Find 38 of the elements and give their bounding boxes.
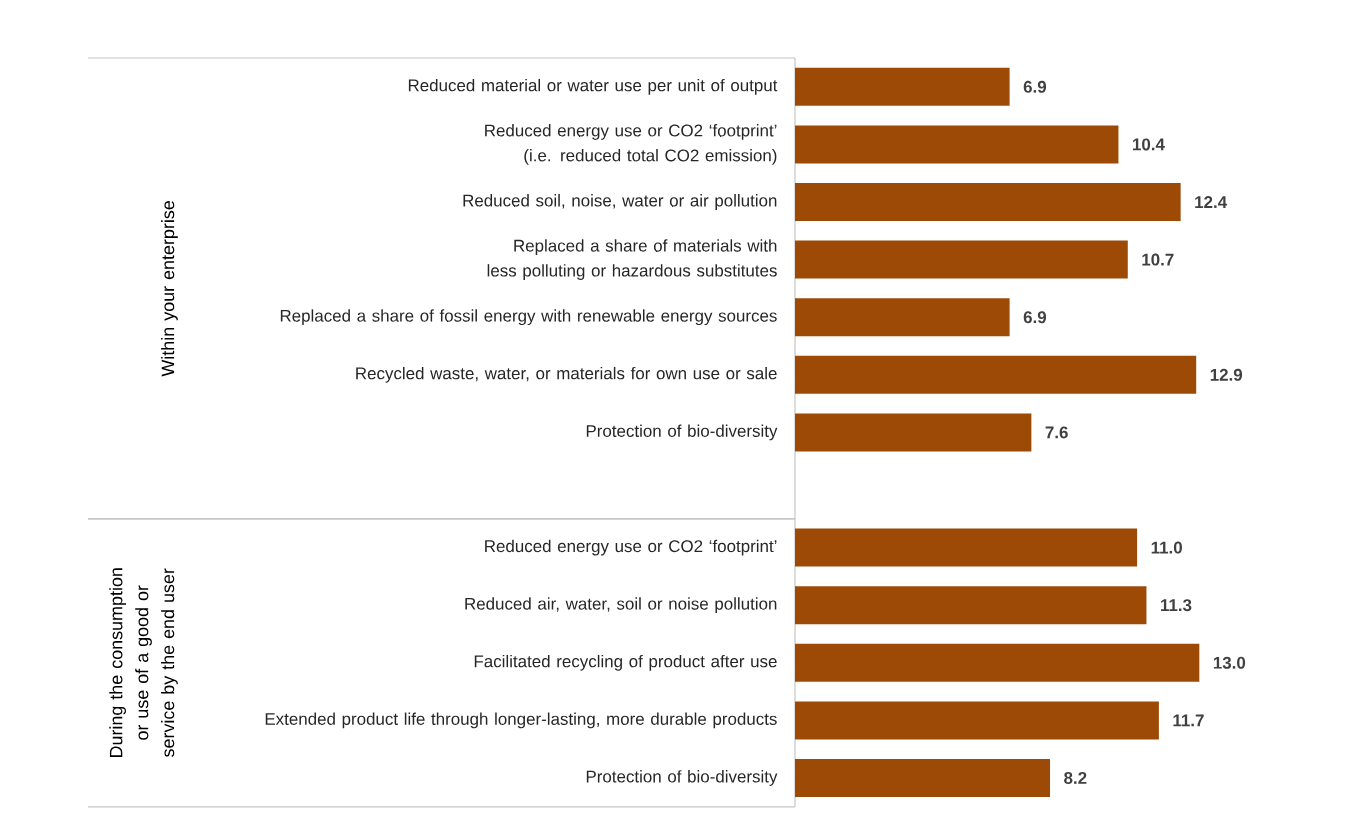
- bar: [795, 701, 1159, 740]
- data-label: 11.7: [1173, 714, 1204, 727]
- bar: [795, 643, 1200, 682]
- data-label: 8.2: [1064, 772, 1087, 785]
- data-label: 10.7: [1142, 253, 1174, 266]
- data-label: 6.9: [1023, 311, 1047, 324]
- data-label: 6.9: [1023, 80, 1047, 93]
- bar: [795, 298, 1010, 337]
- y-tick-label: Recycled waste, water, or materials for own use or sale: [356, 366, 777, 383]
- y-tick-label: Reduced soil, noise, water or air pollution: [463, 194, 777, 210]
- data-label: 7.6: [1045, 426, 1068, 439]
- text: During the consumption or use of a good or service by the end user: [109, 568, 178, 758]
- bar: [795, 240, 1128, 279]
- y-tick-label: Reduced air, water, soil or noise pollution: [465, 597, 777, 614]
- bar: [795, 125, 1119, 164]
- y-tick-label: Protection of bio-diversity: [586, 770, 778, 786]
- bar: [795, 759, 1051, 798]
- data-label: 12.4: [1195, 196, 1228, 208]
- data-label: 11.3: [1161, 599, 1192, 612]
- y-tick-label: Extended product life through longer-lasting, more durable products: [265, 712, 777, 729]
- bar: [795, 183, 1181, 221]
- data-label: 13.0: [1213, 656, 1246, 669]
- text: Within your enterprise: [161, 201, 178, 377]
- bar: [795, 355, 1197, 394]
- bar: [795, 586, 1147, 625]
- y-tick-label: Replaced a share of materials with less polluting or hazardous substitutes: [487, 239, 777, 280]
- data-label: 10.4: [1133, 138, 1165, 151]
- data-label: 12.9: [1210, 368, 1243, 381]
- y-tick-label: Reduced energy use or CO2 ‘footprint’ (i.e. reduced total CO2 emission): [485, 124, 777, 165]
- y-tick-label: Protection of bio-diversity: [586, 424, 778, 441]
- bar: [795, 528, 1138, 567]
- y-tick-label: Replaced a share of fossil energy with renewable energy sources: [280, 309, 777, 326]
- y-tick-label: Facilitated recycling of product after use: [474, 654, 777, 671]
- data-label: 11.0: [1151, 541, 1182, 554]
- bar: [795, 67, 1010, 106]
- y-tick-label: Reduced material or water use per unit of output: [408, 78, 778, 95]
- y-tick-label: Reduced energy use or CO2 ‘footprint’: [485, 539, 777, 556]
- bar: [795, 413, 1032, 452]
